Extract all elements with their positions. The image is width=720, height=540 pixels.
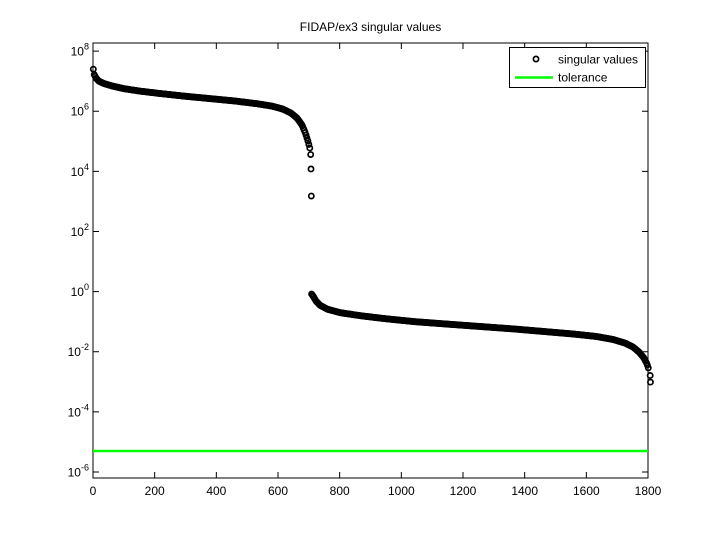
data-point-marker	[644, 364, 652, 372]
x-tick-label: 1200	[450, 484, 477, 498]
outlier-marker	[647, 378, 654, 386]
outlier-marker	[307, 192, 315, 200]
data-point-marker	[305, 141, 313, 148]
x-tick-label: 0	[90, 484, 97, 498]
legend-singular-values-marker-icon	[532, 55, 540, 63]
y-tick-label: 10-2	[68, 342, 89, 359]
outlier-marker	[307, 165, 315, 173]
y-tick-label: 108	[71, 42, 89, 59]
legend-label-singular-values: singular values	[558, 53, 638, 67]
legend-box	[509, 47, 646, 88]
chart-title: FIDAP/ex3 singular values	[300, 20, 441, 34]
y-tick-label: 104	[71, 162, 89, 179]
x-axis-tick-labels: 0 200 400 600 800 1000 1200 1400 1600 1800	[90, 484, 662, 498]
axis-ticks	[92, 43, 649, 478]
y-tick-label: 100	[71, 282, 89, 299]
x-tick-label: 200	[145, 484, 165, 498]
x-tick-label: 600	[268, 484, 288, 498]
y-tick-label: 10-4	[68, 402, 89, 419]
x-tick-label: 1400	[511, 484, 538, 498]
legend: singular values tolerance	[509, 47, 646, 88]
x-tick-label: 800	[330, 484, 350, 498]
y-tick-label: 102	[71, 222, 89, 239]
x-tick-label: 1800	[635, 484, 662, 498]
outlier-marker	[646, 372, 654, 379]
plot-area-border	[92, 42, 649, 479]
data-point-marker	[307, 151, 315, 158]
x-tick-label: 1000	[388, 484, 415, 498]
x-tick-label: 1600	[573, 484, 600, 498]
y-axis-tick-labels: 108 106 104 102 100 10-2 10-4 10-6	[68, 42, 89, 480]
data-point-marker	[306, 144, 314, 152]
y-tick-label: 10-6	[68, 462, 89, 479]
legend-label-tolerance: tolerance	[558, 71, 608, 85]
singular-values-series	[89, 65, 654, 386]
y-tick-label: 106	[71, 102, 89, 119]
x-tick-label: 400	[206, 484, 226, 498]
data-point-marker	[304, 137, 312, 145]
